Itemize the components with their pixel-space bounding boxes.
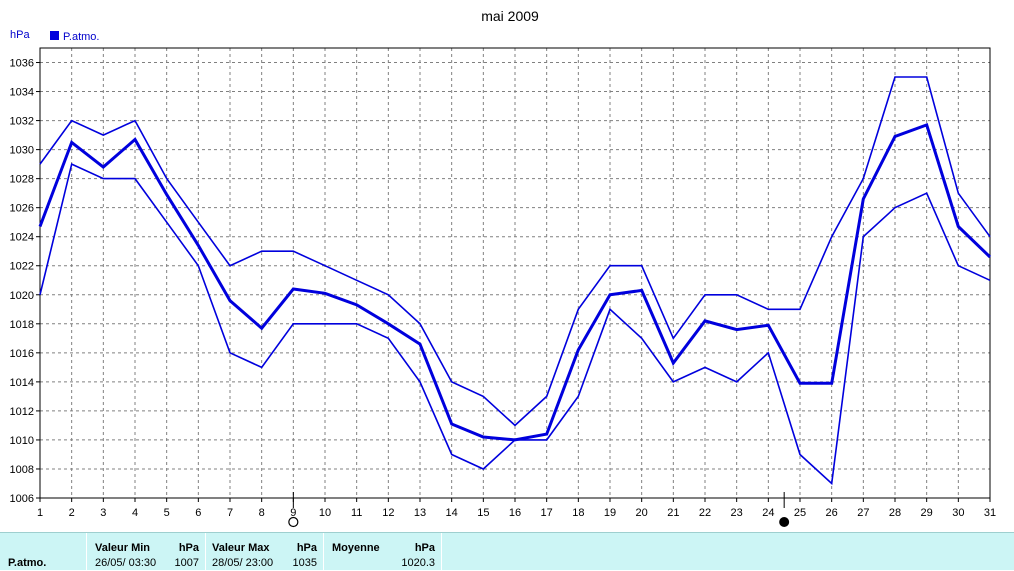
y-tick-label: 1012 [10,406,34,418]
x-tick-label: 28 [889,507,901,519]
max-unit: hPa [296,542,317,554]
x-tick-label: 13 [414,507,426,519]
y-tick-label: 1008 [10,464,34,476]
x-tick-label: 7 [227,507,233,519]
min-unit: hPa [178,542,199,554]
max-value: 1035 [292,557,317,569]
max-header: Valeur Max [212,542,270,554]
footer-series-label: P.atmo. [8,557,47,569]
y-tick-label: 1030 [10,145,34,157]
x-tick-label: 22 [699,507,711,519]
y-tick-label: 1022 [10,261,34,273]
x-tick-label: 29 [921,507,933,519]
max-date: 28/05/ 23:00 [212,557,274,569]
x-tick-label: 15 [477,507,489,519]
mean-header: Moyenne [332,542,380,554]
x-tick-label: 12 [382,507,394,519]
new-moon-icon [779,517,790,527]
x-tick-label: 20 [636,507,648,519]
x-tick-label: 2 [69,507,75,519]
x-tick-label: 26 [826,507,838,519]
y-tick-label: 1034 [10,87,34,99]
plot-frame [39,47,991,499]
legend-swatch [50,31,59,40]
y-tick-label: 1026 [10,203,34,215]
mean-value: 1020.3 [401,557,435,569]
x-tick-label: 16 [509,507,521,519]
x-tick-label: 30 [952,507,964,519]
full-moon-icon [288,516,299,528]
x-tick-label: 18 [572,507,584,519]
x-tick-label: 25 [794,507,806,519]
x-tick-label: 27 [857,507,869,519]
y-tick-label: 1018 [10,319,34,331]
min-header: Valeur Min [95,542,151,554]
axes: 1 2 3 4 5 6 7 8 9 10 11 12 13 14 15 16 17 18 19 20 21 22 23 24 2… [10,47,996,519]
grid [40,48,990,498]
x-tick-label: 9 [290,507,296,519]
y-tick-label: 1024 [10,232,34,244]
x-tick-label: 14 [446,507,458,519]
y-tick-label: 1014 [10,377,34,389]
min-cell: Valeur Min hPa 26/05/ 03:30 1007 [86,533,206,571]
x-tick-label: 1 [37,507,43,519]
chart-title: mai 2009 [481,8,539,24]
y-tick-label: 1006 [10,493,34,505]
x-tick-label: 8 [259,507,265,519]
moon-phase-markers [288,492,790,528]
series-line-max [39,76,991,427]
mean-cell: Moyenne hPa 1020.3 [324,533,442,571]
legend-label: P.atmo. [63,31,100,43]
x-tick-label: 5 [164,507,170,519]
series [38,76,992,486]
mean-unit: hPa [414,542,435,554]
x-tick-label: 24 [762,507,774,519]
min-value: 1007 [174,557,199,569]
y-tick-label: 1010 [10,435,34,447]
x-tick-label: 19 [604,507,616,519]
y-tick-label: 1016 [10,348,34,360]
max-cell: Valeur Max hPa 28/05/ 23:00 1035 [206,533,324,571]
pressure-chart: mai 2009 hPa P.atmo. 1 2 3 4 5 6 7 8 9 10 11 12 13 14… [10,8,996,528]
series-line-min [39,162,991,486]
y-tick-label: 1028 [10,174,34,186]
y-tick-label: 1020 [10,290,34,302]
x-tick-label: 17 [541,507,553,519]
y-axis-unit: hPa [10,29,30,41]
x-tick-label: 23 [731,507,743,519]
x-tick-label: 21 [667,507,679,519]
x-tick-label: 3 [100,507,106,519]
x-tick-label: 11 [351,507,362,519]
y-tick-label: 1032 [10,116,34,128]
stats-footer: P.atmo. Valeur Min hPa 26/05/ 03:30 1007… [0,532,1014,571]
x-tick-label: 10 [319,507,331,519]
x-tick-label: 4 [132,507,138,519]
x-tick-label: 31 [984,507,996,519]
min-date: 26/05/ 03:30 [95,557,157,569]
x-tick-label: 6 [195,507,201,519]
y-tick-label: 1036 [10,58,34,70]
